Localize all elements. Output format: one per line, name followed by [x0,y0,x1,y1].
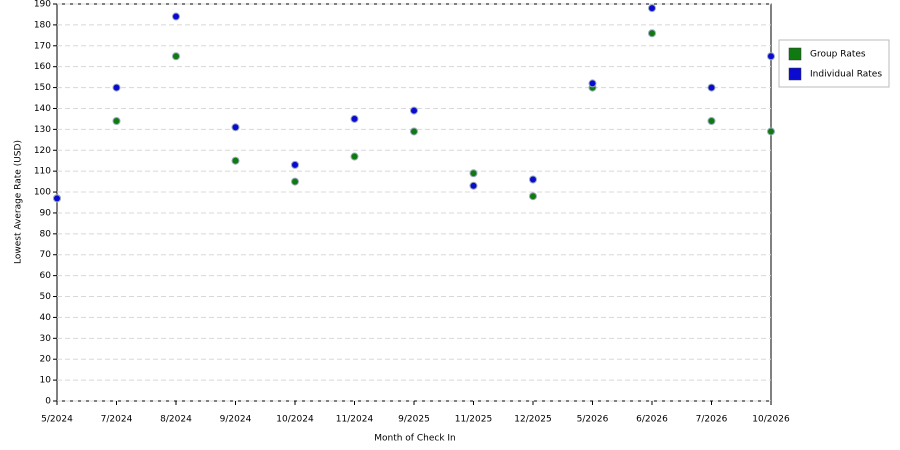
x-axis-label: Month of Check In [374,434,456,444]
y-tick-label: 100 [34,188,51,198]
x-tick-label: 10/2024 [276,415,314,425]
y-tick-label: 20 [40,355,52,365]
y-tick-label: 110 [34,167,51,177]
point [53,194,61,203]
y-tick-label: 30 [40,334,52,344]
point [529,192,537,201]
y-tick-label: 50 [40,292,52,302]
x-tick-label: 8/2024 [160,415,192,425]
x-tick-label: 12/2025 [514,415,551,425]
x-tick-label: 11/2025 [455,415,492,425]
legend-label: Individual Rates [810,70,882,80]
x-tick-label: 11/2024 [336,415,374,425]
x-tick-label: 6/2026 [636,415,668,425]
y-tick-label: 150 [34,83,51,93]
point [529,175,537,184]
point [231,123,240,132]
y-tick-label: 60 [40,271,52,281]
y-axis-label: Lowest Average Rate (USD) [14,140,24,264]
legend-swatch [788,67,802,81]
y-tick-label: 80 [40,229,52,239]
point [469,169,478,178]
y-tick-label: 170 [34,41,51,51]
y-tick-label: 40 [40,313,52,323]
y-tick-label: 180 [34,20,51,30]
point [767,127,775,136]
x-tick-label: 7/2026 [696,415,728,425]
y-tick-label: 10 [40,376,52,386]
x-tick-label: 9/2025 [398,415,430,425]
x-tick-label: 9/2024 [220,415,252,425]
y-tick-label: 160 [34,62,51,72]
point [707,83,716,92]
y-tick-label: 90 [40,208,52,218]
point [172,52,180,61]
point [410,106,418,115]
legend-swatch [788,47,802,61]
plot-area [56,3,772,402]
legend-label: Group Rates [810,50,866,60]
legend: Group Rates Individual Rates [778,39,890,88]
point [112,117,121,126]
point [172,12,180,21]
point [648,4,656,13]
y-tick-label: 70 [40,250,52,260]
point [707,117,716,126]
y-tick-label: 140 [34,104,51,114]
point [588,79,597,88]
x-tick-label: 5/2026 [577,415,609,425]
point [410,127,418,136]
y-tick-label: 190 [34,0,51,10]
point [767,52,775,61]
point [350,152,359,161]
point [231,156,240,165]
y-tick-label: 0 [45,397,51,407]
point [291,177,299,186]
y-tick-label: 130 [34,125,51,135]
x-tick-label: 7/2024 [101,415,133,425]
y-tick-label: 120 [34,146,51,156]
point [291,160,299,169]
point [469,181,478,190]
x-tick-label: 10/2026 [752,415,790,425]
point [648,29,656,38]
point [112,83,121,92]
point [350,114,359,123]
x-tick-label: 5/2024 [41,415,73,425]
